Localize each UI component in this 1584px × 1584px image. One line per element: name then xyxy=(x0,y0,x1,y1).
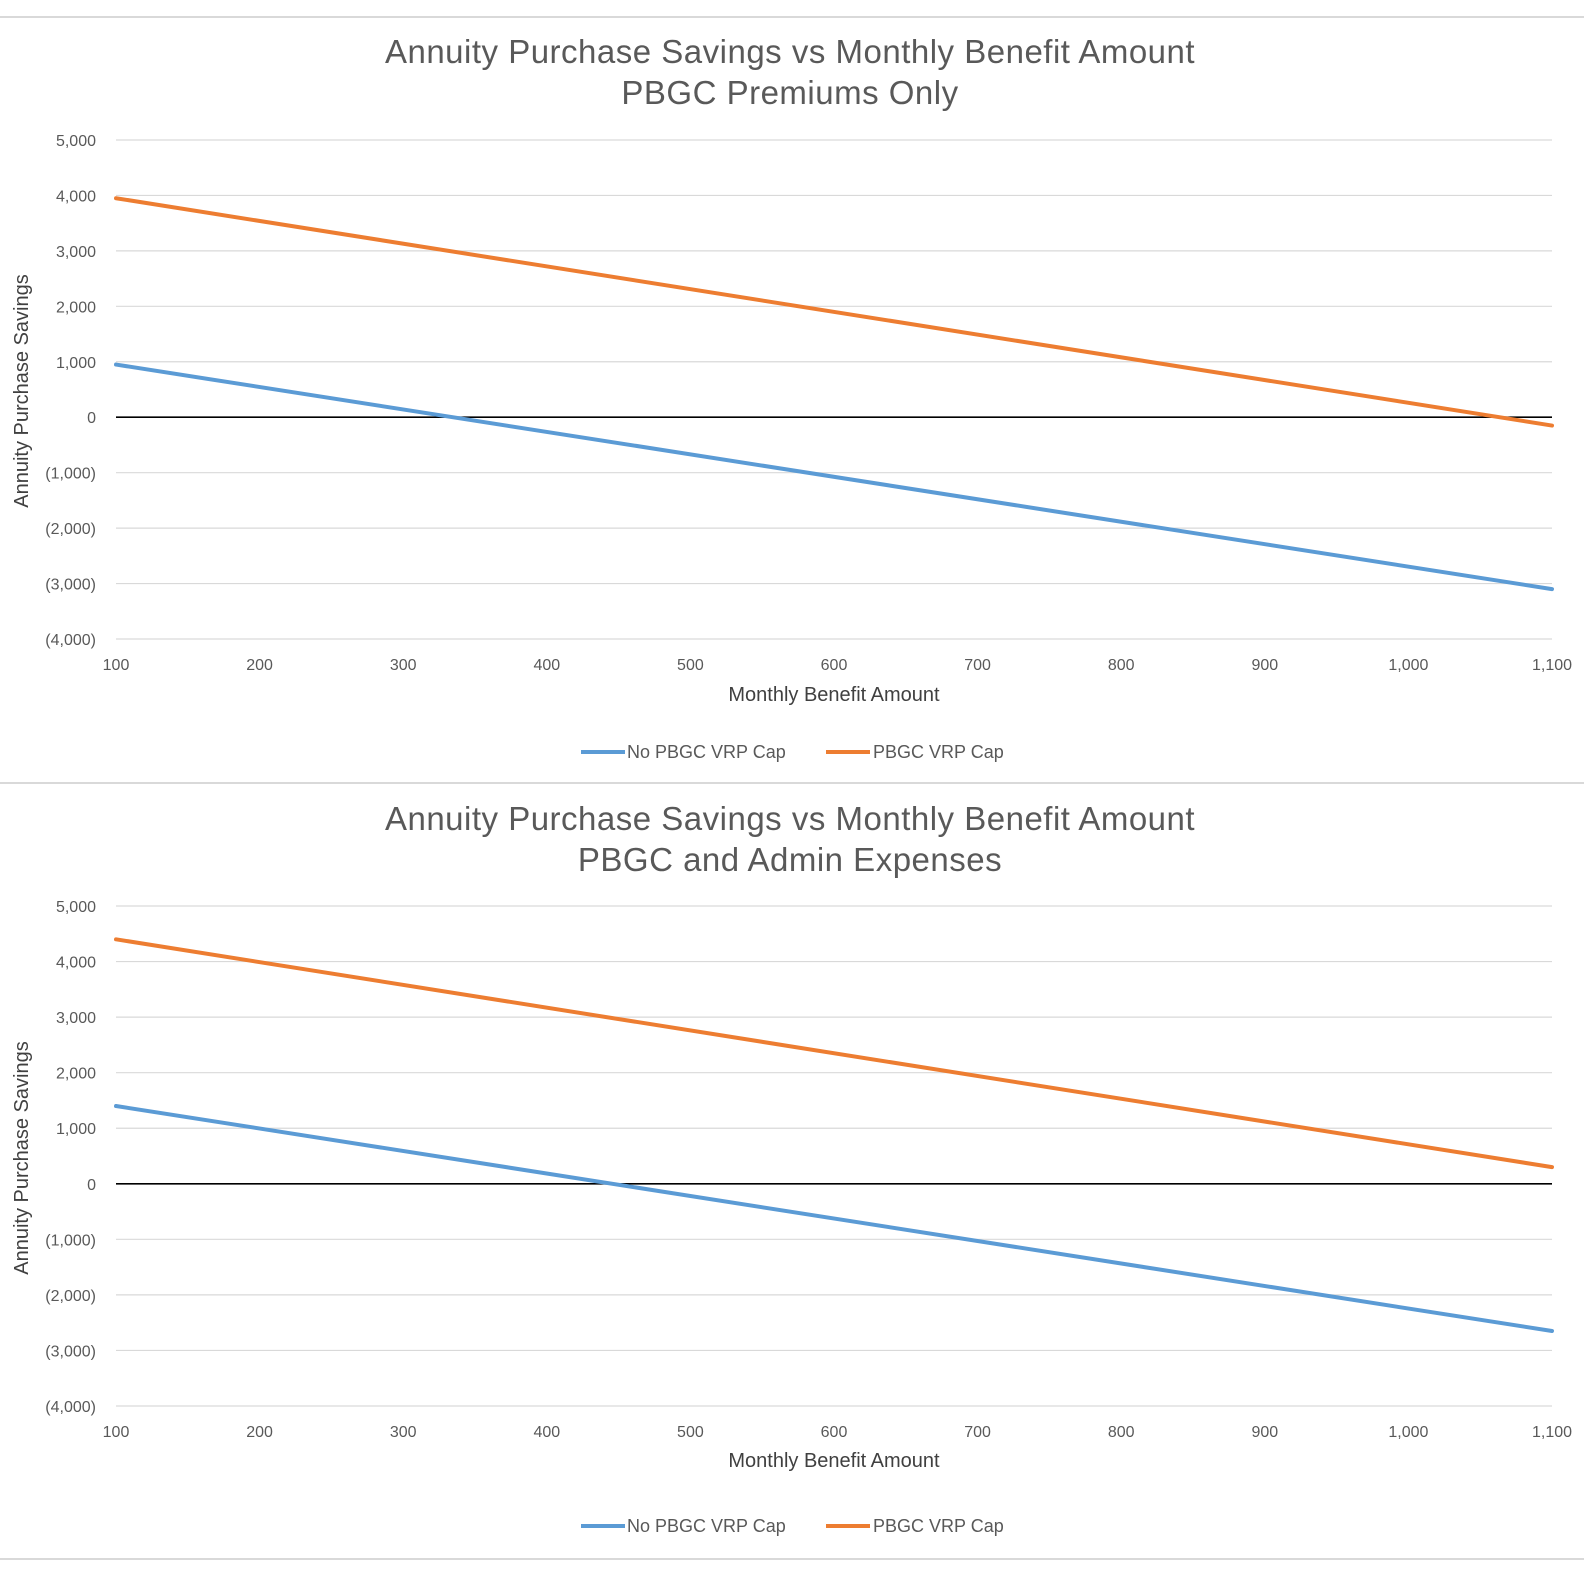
x-tick-label: 900 xyxy=(1251,1424,1278,1441)
y-tick-label: 1,000 xyxy=(56,1121,96,1138)
x-tick-label: 800 xyxy=(1108,1424,1135,1441)
chart-subtitle: PBGC and Admin Expenses xyxy=(578,841,1002,878)
series-layer xyxy=(114,196,1554,592)
x-tick-label: 700 xyxy=(964,657,991,674)
x-tick-labels: 100 200 300 400 500 600 700 800 900 1,000 1,100 xyxy=(103,657,1572,674)
y-tick-label: (3,000) xyxy=(45,577,96,594)
grid-layer xyxy=(116,905,1552,1407)
legend: No PBGC VRP Cap PBGC VRP Cap xyxy=(581,1516,1004,1536)
series-layer xyxy=(114,937,1554,1333)
legend-label-no-pbgc-vrp-cap: No PBGC VRP Cap xyxy=(627,742,786,762)
x-tick-label: 600 xyxy=(821,1424,848,1441)
y-tick-labels: 5,000 4,000 3,000 2,000 1,000 0 (1,000) (2,000)… xyxy=(45,133,96,649)
series-line-no-pbgc-vrp-cap xyxy=(114,1104,1554,1333)
y-tick-label: 5,000 xyxy=(56,133,96,150)
y-tick-label: 4,000 xyxy=(56,188,96,205)
y-tick-label: (2,000) xyxy=(45,521,96,538)
x-tick-label: 600 xyxy=(821,657,848,674)
chart-pbgc-premiums-only: Annuity Purchase Savings vs Monthly Bene… xyxy=(11,33,1572,762)
y-tick-label: 0 xyxy=(87,410,96,427)
y-tick-label: 1,000 xyxy=(56,355,96,372)
grid-layer xyxy=(116,139,1552,640)
y-tick-label: (2,000) xyxy=(45,1288,96,1305)
x-tick-label: 100 xyxy=(103,1424,130,1441)
bottom-border xyxy=(0,1558,1584,1560)
chart-pbgc-and-admin-expenses: Annuity Purchase Savings vs Monthly Bene… xyxy=(11,800,1572,1536)
legend-label-pbgc-vrp-cap: PBGC VRP Cap xyxy=(873,742,1004,762)
y-tick-label: (3,000) xyxy=(45,1343,96,1360)
chart-title: Annuity Purchase Savings vs Monthly Bene… xyxy=(385,33,1195,70)
x-tick-label: 100 xyxy=(103,657,130,674)
middle-border xyxy=(0,782,1584,784)
x-tick-label: 200 xyxy=(246,657,273,674)
x-tick-labels: 100 200 300 400 500 600 700 800 900 1,000 1,100 xyxy=(103,1424,1572,1441)
y-tick-label: 0 xyxy=(87,1177,96,1194)
x-tick-label: 1,100 xyxy=(1532,1424,1572,1441)
series-line-no-pbgc-vrp-cap xyxy=(114,362,1554,592)
series-line-pbgc-vrp-cap xyxy=(114,937,1554,1170)
y-axis-title: Annuity Purchase Savings xyxy=(11,1041,33,1274)
y-axis-title: Annuity Purchase Savings xyxy=(11,274,33,507)
x-tick-label: 300 xyxy=(390,657,417,674)
chart-subtitle: PBGC Premiums Only xyxy=(621,74,958,111)
y-tick-label: (4,000) xyxy=(45,1399,96,1416)
y-tick-label: (4,000) xyxy=(45,632,96,649)
y-tick-label: 4,000 xyxy=(56,955,96,972)
y-tick-label: 2,000 xyxy=(56,1066,96,1083)
legend-label-pbgc-vrp-cap: PBGC VRP Cap xyxy=(873,1516,1004,1536)
y-tick-labels: 5,000 4,000 3,000 2,000 1,000 0 (1,000) (2,000)… xyxy=(45,899,96,1416)
x-tick-label: 800 xyxy=(1108,657,1135,674)
y-tick-label: 2,000 xyxy=(56,299,96,316)
x-tick-label: 900 xyxy=(1251,657,1278,674)
chart-title: Annuity Purchase Savings vs Monthly Bene… xyxy=(385,800,1195,837)
x-axis-title: Monthly Benefit Amount xyxy=(728,1450,940,1472)
x-tick-label: 200 xyxy=(246,1424,273,1441)
legend-label-no-pbgc-vrp-cap: No PBGC VRP Cap xyxy=(627,1516,786,1536)
legend: No PBGC VRP Cap PBGC VRP Cap xyxy=(581,742,1004,762)
x-tick-label: 400 xyxy=(533,1424,560,1441)
x-tick-label: 300 xyxy=(390,1424,417,1441)
y-tick-label: 3,000 xyxy=(56,1010,96,1027)
x-tick-label: 500 xyxy=(677,1424,704,1441)
x-tick-label: 1,000 xyxy=(1388,1424,1428,1441)
x-tick-label: 1,000 xyxy=(1388,657,1428,674)
x-tick-label: 400 xyxy=(533,657,560,674)
x-tick-label: 1,100 xyxy=(1532,657,1572,674)
top-border xyxy=(0,16,1584,18)
y-tick-label: 3,000 xyxy=(56,244,96,261)
x-tick-label: 500 xyxy=(677,657,704,674)
y-tick-label: (1,000) xyxy=(45,1232,96,1249)
series-line-pbgc-vrp-cap xyxy=(114,196,1554,428)
y-tick-label: 5,000 xyxy=(56,899,96,916)
y-tick-label: (1,000) xyxy=(45,466,96,483)
x-tick-label: 700 xyxy=(964,1424,991,1441)
x-axis-title: Monthly Benefit Amount xyxy=(728,684,940,706)
